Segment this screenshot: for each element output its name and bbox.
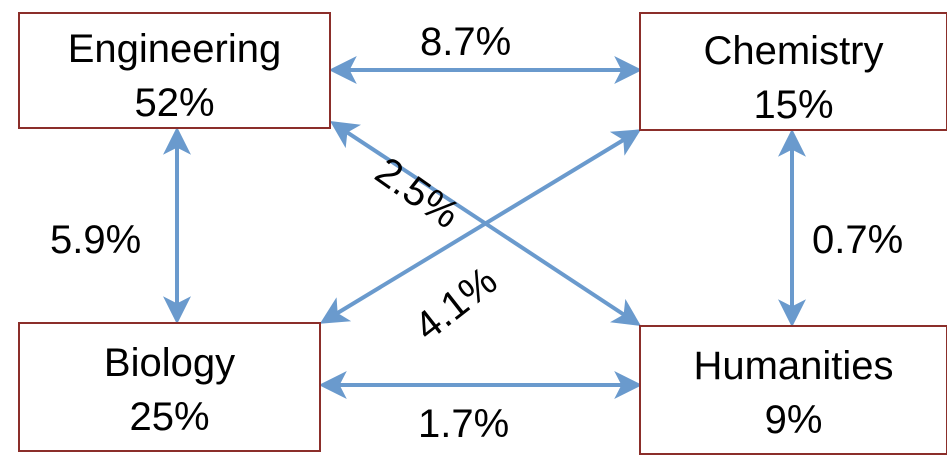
edge-label-engineering-humanities: 2.5% — [367, 148, 468, 238]
node-biology: Biology 25% — [18, 322, 321, 452]
node-humanities-share: 9% — [764, 398, 823, 442]
node-chemistry: Chemistry 15% — [639, 12, 947, 131]
node-engineering: Engineering 52% — [18, 12, 331, 129]
edge-label-engineering-biology: 5.9% — [50, 218, 142, 262]
node-chemistry-share: 15% — [753, 83, 834, 127]
edge-label-biology-humanities: 1.7% — [418, 402, 510, 446]
edge-label-chemistry-humanities: 0.7% — [812, 218, 904, 262]
node-humanities-label: Humanities — [693, 344, 894, 388]
edge-label-engineering-chemistry: 8.7% — [420, 20, 512, 64]
node-engineering-label: Engineering — [67, 27, 282, 71]
node-biology-label: Biology — [103, 341, 236, 385]
node-humanities: Humanities 9% — [639, 325, 947, 455]
node-biology-share: 25% — [129, 395, 210, 439]
edge-label-chemistry-biology: 4.1% — [406, 258, 506, 350]
node-chemistry-label: Chemistry — [703, 29, 884, 73]
node-engineering-share: 52% — [134, 81, 215, 125]
